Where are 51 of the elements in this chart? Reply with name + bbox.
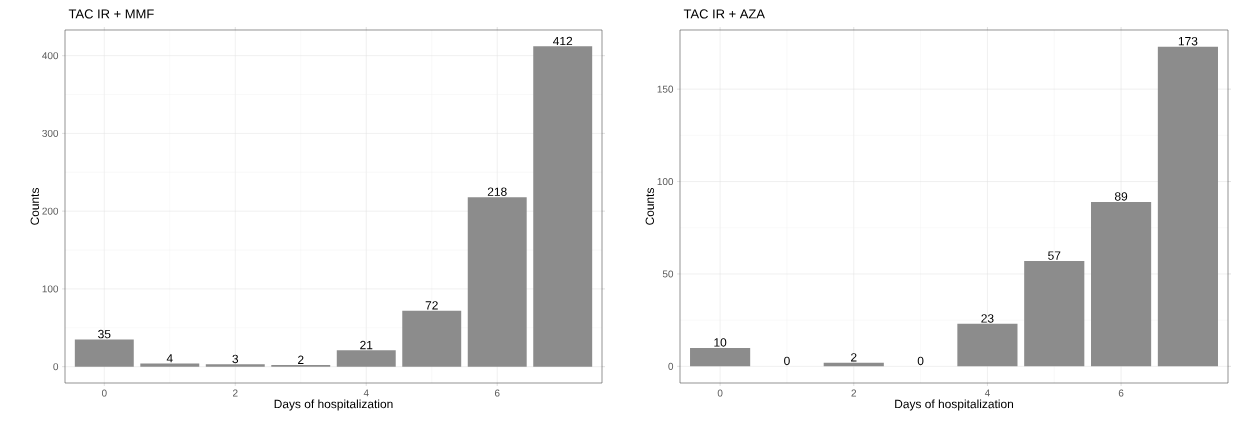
y-tick-label: 50 — [662, 270, 674, 278]
bar — [690, 347, 751, 367]
data-label: 0 — [784, 356, 790, 366]
data-label: 3 — [232, 354, 239, 364]
data-label: 10 — [714, 338, 727, 347]
data-label: 89 — [1114, 192, 1128, 201]
x-axis-title: Days of hospitalization — [274, 399, 393, 411]
y-axis-title: Counts — [645, 187, 655, 225]
y-axis-title: Counts — [30, 187, 40, 225]
bar — [467, 197, 527, 367]
x-tick-label: 2 — [233, 389, 238, 397]
y-tick-label: 400 — [42, 52, 59, 60]
x-tick-label: 4 — [363, 389, 369, 397]
x-tick-label: 2 — [851, 389, 857, 397]
data-label: 4 — [166, 354, 173, 363]
y-tick-label: 0 — [668, 362, 674, 370]
bar — [533, 46, 593, 367]
bar — [205, 364, 265, 367]
x-tick-label: 6 — [1118, 389, 1124, 397]
data-label: 23 — [981, 314, 994, 323]
x-axis-title: Days of hospitalization — [895, 399, 1014, 411]
y-tick-label: 100 — [42, 285, 59, 293]
x-tick-label: 0 — [717, 389, 723, 397]
bar — [957, 323, 1018, 367]
bar — [336, 350, 396, 367]
bar — [74, 339, 134, 367]
data-label: 173 — [1178, 36, 1198, 46]
bar — [1091, 201, 1152, 367]
x-tick-label: 6 — [494, 389, 500, 397]
bar — [1157, 46, 1218, 367]
data-label: 2 — [298, 355, 304, 364]
bar — [140, 363, 200, 367]
data-label: 35 — [98, 329, 111, 339]
bar — [402, 310, 462, 367]
x-tick-label: 0 — [101, 389, 107, 397]
data-label: 21 — [360, 340, 373, 350]
y-tick-label: 300 — [42, 129, 59, 137]
data-label: 72 — [425, 301, 438, 310]
data-label: 218 — [487, 187, 507, 196]
chart-title: TAC IR + AZA — [683, 9, 765, 19]
data-label: 2 — [851, 353, 857, 362]
y-tick-label: 100 — [657, 178, 674, 186]
data-label: 57 — [1048, 251, 1061, 260]
y-tick-label: 0 — [53, 363, 59, 371]
data-label: 0 — [917, 356, 924, 366]
y-tick-label: 150 — [657, 85, 674, 93]
x-tick-label: 4 — [984, 389, 990, 397]
data-label: 412 — [553, 36, 573, 46]
chart-title: TAC IR + MMF — [68, 9, 154, 19]
bar — [1024, 261, 1085, 367]
y-tick-label: 200 — [42, 207, 59, 215]
